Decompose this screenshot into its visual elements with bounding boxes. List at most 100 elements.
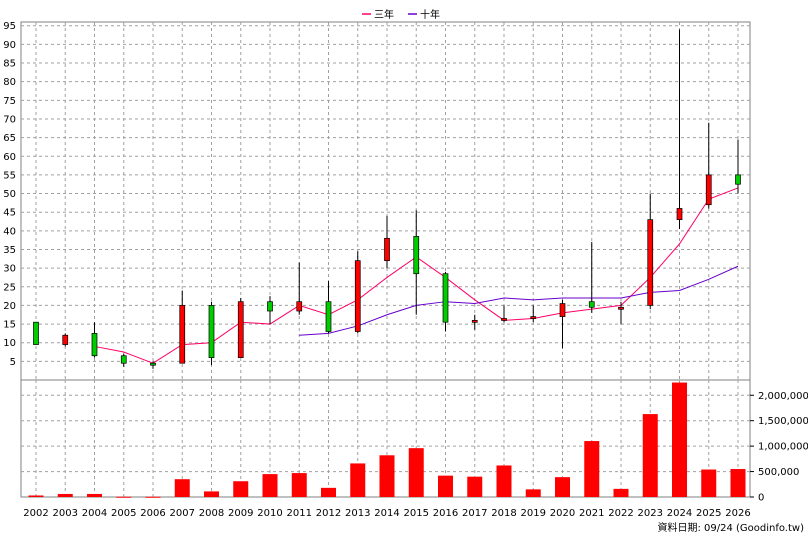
x-tick-label: 2019 bbox=[521, 508, 546, 519]
candle-body bbox=[325, 301, 332, 332]
volume-bar-2021 bbox=[584, 441, 600, 497]
x-tick-label: 2004 bbox=[82, 508, 107, 519]
candle-body bbox=[120, 355, 127, 364]
x-tick-label: 2020 bbox=[550, 508, 575, 519]
volume-bar-2005 bbox=[116, 496, 132, 498]
volume-bar-2006 bbox=[145, 496, 161, 498]
candle-2022 bbox=[618, 301, 624, 325]
candle-body bbox=[179, 305, 186, 364]
x-tick-label: 2012 bbox=[316, 508, 341, 519]
volume-bar-2022 bbox=[613, 488, 629, 497]
volume-bar-2013 bbox=[350, 463, 366, 497]
candle-body bbox=[208, 305, 215, 358]
legend: 三年 十年 bbox=[362, 8, 440, 21]
candle-body bbox=[501, 318, 507, 321]
volume-bar-2024 bbox=[672, 382, 687, 497]
price-y-tick-label: 35 bbox=[3, 245, 16, 256]
price-y-tick-label: 55 bbox=[3, 170, 16, 181]
candle-body bbox=[735, 174, 741, 185]
candle-2014 bbox=[384, 215, 390, 269]
candle-2016 bbox=[442, 271, 449, 332]
x-axis: 2002 2003 2004 2005 2006 2007 2008 2009 2010 2011… bbox=[23, 508, 750, 519]
volume-y-tick-label: 2,000,000 bbox=[758, 391, 808, 402]
x-tick-label: 2014 bbox=[374, 508, 399, 519]
candle-body bbox=[267, 301, 273, 312]
x-tick-label: 2006 bbox=[140, 508, 165, 519]
volume-bar-2016 bbox=[438, 475, 453, 497]
candle-body bbox=[705, 174, 712, 206]
x-tick-label: 2015 bbox=[404, 508, 429, 519]
volume-bar-2020 bbox=[555, 477, 570, 497]
candle-2006 bbox=[150, 361, 156, 369]
volume-bar-2011 bbox=[291, 473, 307, 497]
price-y-tick-label: 30 bbox=[3, 264, 16, 275]
volume-y-tick-label: 500,000 bbox=[758, 467, 799, 478]
price-grid bbox=[20, 21, 751, 381]
x-tick-label: 2005 bbox=[111, 508, 136, 519]
candle-body bbox=[647, 219, 654, 306]
candle-body bbox=[676, 208, 683, 220]
candle-2005 bbox=[120, 353, 127, 367]
candle-2007 bbox=[179, 290, 186, 364]
candle-2017 bbox=[471, 314, 478, 330]
volume-bar-2014 bbox=[379, 455, 395, 497]
candle-body bbox=[296, 301, 303, 312]
price-y-tick-label: 90 bbox=[3, 40, 16, 51]
x-tick-label: 2024 bbox=[667, 508, 692, 519]
candle-body bbox=[150, 362, 156, 366]
legend-item-3y: 三年 bbox=[362, 8, 394, 21]
price-y-tick-label: 25 bbox=[3, 282, 16, 293]
x-tick-label: 2022 bbox=[608, 508, 633, 519]
candle-2009 bbox=[237, 297, 244, 358]
volume-bar-2023 bbox=[642, 414, 658, 497]
candle-body bbox=[384, 237, 390, 262]
candle-body bbox=[413, 236, 420, 275]
volume-bar-2007 bbox=[174, 479, 190, 497]
candle-body bbox=[62, 334, 69, 345]
price-y-tick-label: 15 bbox=[3, 320, 16, 331]
volume-y-tick-label: 1,000,000 bbox=[758, 442, 808, 453]
candle-2004 bbox=[91, 322, 98, 358]
candle-2024 bbox=[676, 29, 683, 229]
candle-body bbox=[559, 303, 566, 317]
candle-2002 bbox=[33, 321, 39, 345]
price-y-tick-label: 5 bbox=[10, 357, 16, 368]
price-y-tick-label: 65 bbox=[3, 133, 16, 144]
price-y-tick-label: 40 bbox=[3, 226, 16, 237]
volume-y-axis: 0 500,000 1,000,000 1,500,000 2,000,000 bbox=[750, 391, 808, 504]
legend-label: 三年 bbox=[374, 8, 394, 21]
candle-2012 bbox=[325, 281, 332, 334]
candle-2003 bbox=[62, 333, 69, 347]
volume-bar-2018 bbox=[496, 465, 512, 497]
volume-bar-2010 bbox=[262, 474, 278, 497]
x-tick-label: 2026 bbox=[725, 508, 750, 519]
volume-bar-2019 bbox=[525, 489, 541, 497]
price-y-tick-label: 20 bbox=[3, 301, 16, 312]
candle-2025 bbox=[705, 122, 712, 209]
volume-bar-2004 bbox=[87, 493, 102, 497]
price-y-tick-label: 70 bbox=[3, 114, 16, 125]
candle-body bbox=[471, 319, 478, 323]
x-tick-label: 2016 bbox=[433, 508, 458, 519]
x-tick-label: 2010 bbox=[257, 508, 282, 519]
price-y-tick-label: 85 bbox=[3, 59, 16, 70]
candle-body bbox=[530, 316, 537, 319]
x-tick-label: 2021 bbox=[579, 508, 604, 519]
x-tick-label: 2003 bbox=[53, 508, 78, 519]
volume-bar-2012 bbox=[321, 487, 336, 497]
x-tick-label: 2009 bbox=[228, 508, 253, 519]
candle-2013 bbox=[354, 251, 361, 334]
x-tick-label: 2007 bbox=[170, 508, 195, 519]
price-y-tick-label: 10 bbox=[3, 338, 16, 349]
candle-2026 bbox=[735, 139, 741, 194]
price-y-tick-label: 45 bbox=[3, 208, 16, 219]
price-panel: 5 10 15 20 25 30 35 40 45 50 55 60 65 70 75 80 85 90 95 bbox=[3, 21, 751, 381]
volume-bar-2017 bbox=[467, 476, 483, 497]
candle-body bbox=[237, 301, 244, 358]
price-y-tick-label: 60 bbox=[3, 152, 16, 163]
candle-body bbox=[442, 273, 449, 323]
volume-bar-2009 bbox=[233, 481, 249, 497]
source-note: 資料日期: 09/24 (Goodinfo.tw) bbox=[657, 521, 804, 534]
candle-body bbox=[91, 333, 98, 357]
